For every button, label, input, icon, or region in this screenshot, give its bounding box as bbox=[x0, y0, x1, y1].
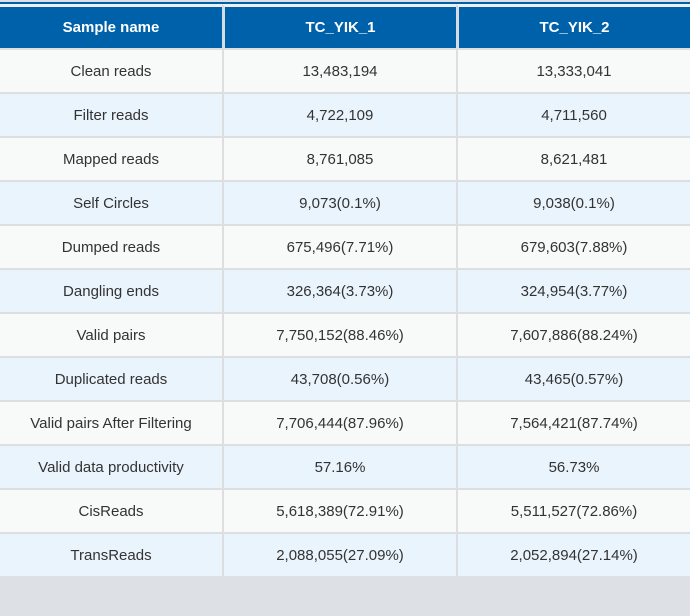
row-label-cell: TransReads bbox=[0, 532, 222, 576]
table-row-cisreads: CisReads 5,618,389(72.91%) 5,511,527(72.… bbox=[0, 488, 690, 532]
value-cell: 4,722,109 bbox=[222, 92, 456, 136]
value-cell: 324,954(3.77%) bbox=[456, 268, 690, 312]
table-row-valid-pairs: Valid pairs 7,750,152(88.46%) 7,607,886(… bbox=[0, 312, 690, 356]
row-label-cell: Dangling ends bbox=[0, 268, 222, 312]
value-cell: 675,496(7.71%) bbox=[222, 224, 456, 268]
table-row-dumped-reads: Dumped reads 675,496(7.71%) 679,603(7.88… bbox=[0, 224, 690, 268]
value-cell: 8,621,481 bbox=[456, 136, 690, 180]
row-label-cell: Filter reads bbox=[0, 92, 222, 136]
row-label-cell: CisReads bbox=[0, 488, 222, 532]
value-cell: 326,364(3.73%) bbox=[222, 268, 456, 312]
value-cell: 7,706,444(87.96%) bbox=[222, 400, 456, 444]
value-cell: 7,564,421(87.74%) bbox=[456, 400, 690, 444]
value-cell: 43,708(0.56%) bbox=[222, 356, 456, 400]
value-cell: 7,607,886(88.24%) bbox=[456, 312, 690, 356]
value-cell: 7,750,152(88.46%) bbox=[222, 312, 456, 356]
value-cell: 4,711,560 bbox=[456, 92, 690, 136]
value-cell: 679,603(7.88%) bbox=[456, 224, 690, 268]
value-cell: 2,088,055(27.09%) bbox=[222, 532, 456, 576]
value-cell: 2,052,894(27.14%) bbox=[456, 532, 690, 576]
value-cell: 8,761,085 bbox=[222, 136, 456, 180]
qc-stats-table: Sample name TC_YIK_1 TC_YIK_2 Clean read… bbox=[0, 4, 690, 576]
table-row-transreads: TransReads 2,088,055(27.09%) 2,052,894(2… bbox=[0, 532, 690, 576]
qc-stats-table-container: Sample name TC_YIK_1 TC_YIK_2 Clean read… bbox=[0, 2, 690, 576]
value-cell: 56.73% bbox=[456, 444, 690, 488]
table-row-filter-reads: Filter reads 4,722,109 4,711,560 bbox=[0, 92, 690, 136]
row-label-cell: Self Circles bbox=[0, 180, 222, 224]
table-header: Sample name TC_YIK_1 TC_YIK_2 bbox=[0, 4, 690, 48]
table-row-duplicated-reads: Duplicated reads 43,708(0.56%) 43,465(0.… bbox=[0, 356, 690, 400]
table-row-dangling-ends: Dangling ends 326,364(3.73%) 324,954(3.7… bbox=[0, 268, 690, 312]
table-row-mapped-reads: Mapped reads 8,761,085 8,621,481 bbox=[0, 136, 690, 180]
value-cell: 5,618,389(72.91%) bbox=[222, 488, 456, 532]
row-label-cell: Valid data productivity bbox=[0, 444, 222, 488]
row-label-cell: Duplicated reads bbox=[0, 356, 222, 400]
row-label-cell: Valid pairs bbox=[0, 312, 222, 356]
header-row: Sample name TC_YIK_1 TC_YIK_2 bbox=[0, 4, 690, 48]
column-header-tc-yik-2: TC_YIK_2 bbox=[456, 4, 690, 48]
table-row-valid-data-productivity: Valid data productivity 57.16% 56.73% bbox=[0, 444, 690, 488]
row-label-cell: Mapped reads bbox=[0, 136, 222, 180]
column-header-tc-yik-1: TC_YIK_1 bbox=[222, 4, 456, 48]
value-cell: 9,073(0.1%) bbox=[222, 180, 456, 224]
value-cell: 57.16% bbox=[222, 444, 456, 488]
row-label-cell: Valid pairs After Filtering bbox=[0, 400, 222, 444]
table-row-self-circles: Self Circles 9,073(0.1%) 9,038(0.1%) bbox=[0, 180, 690, 224]
row-label-cell: Dumped reads bbox=[0, 224, 222, 268]
table-row-valid-pairs-after-filtering: Valid pairs After Filtering 7,706,444(87… bbox=[0, 400, 690, 444]
table-row-clean-reads: Clean reads 13,483,194 13,333,041 bbox=[0, 48, 690, 92]
value-cell: 9,038(0.1%) bbox=[456, 180, 690, 224]
value-cell: 13,333,041 bbox=[456, 48, 690, 92]
value-cell: 13,483,194 bbox=[222, 48, 456, 92]
column-header-sample-name: Sample name bbox=[0, 4, 222, 48]
value-cell: 5,511,527(72.86%) bbox=[456, 488, 690, 532]
table-body: Clean reads 13,483,194 13,333,041 Filter… bbox=[0, 48, 690, 576]
value-cell: 43,465(0.57%) bbox=[456, 356, 690, 400]
row-label-cell: Clean reads bbox=[0, 48, 222, 92]
